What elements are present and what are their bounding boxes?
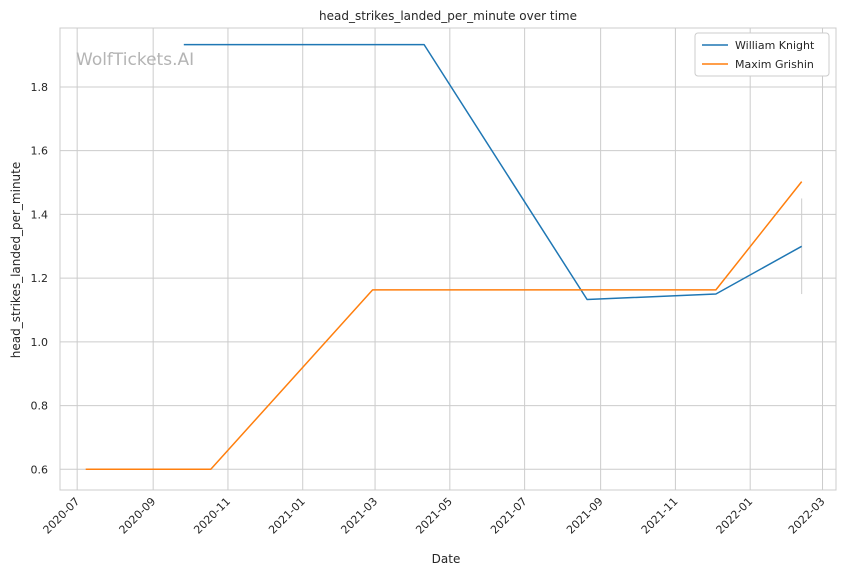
y-tick-label: 1.0 <box>31 336 49 349</box>
plot-frame <box>59 27 837 491</box>
y-tick-label: 1.2 <box>31 272 49 285</box>
series-layer <box>85 43 803 471</box>
series-line-maxim-grishin <box>85 181 803 471</box>
y-tick-label: 1.4 <box>31 208 49 221</box>
legend-box <box>694 32 830 77</box>
legend-label-william-knight: William Knight <box>735 39 815 52</box>
x-axis-label: Date <box>432 552 461 566</box>
chart-title: head_strikes_landed_per_minute over time <box>319 9 577 23</box>
y-tick-label: 1.6 <box>31 145 49 158</box>
y-tick-labels: 0.6 0.8 1.0 1.2 1.4 1.6 1.8 <box>31 81 49 476</box>
y-tick-label: 0.6 <box>31 463 49 476</box>
y-axis-label: head_strikes_landed_per_minute <box>9 162 23 359</box>
y-tick-label: 1.8 <box>31 81 49 94</box>
legend: William Knight Maxim Grishin <box>694 32 830 77</box>
legend-label-maxim-grishin: Maxim Grishin <box>735 58 814 71</box>
x-gridlines <box>76 28 824 490</box>
watermark-text: WolfTickets.AI <box>76 50 194 70</box>
y-tick-label: 0.8 <box>31 400 49 413</box>
series-line-william-knight <box>183 43 803 301</box>
